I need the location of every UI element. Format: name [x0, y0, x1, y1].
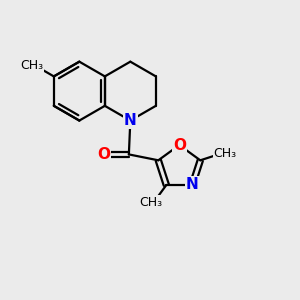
Text: CH₃: CH₃ [213, 147, 236, 160]
Text: N: N [186, 178, 199, 193]
Text: O: O [173, 137, 186, 152]
Text: O: O [97, 147, 110, 162]
Text: CH₃: CH₃ [140, 196, 163, 208]
Text: CH₃: CH₃ [21, 59, 44, 72]
Text: N: N [124, 113, 137, 128]
